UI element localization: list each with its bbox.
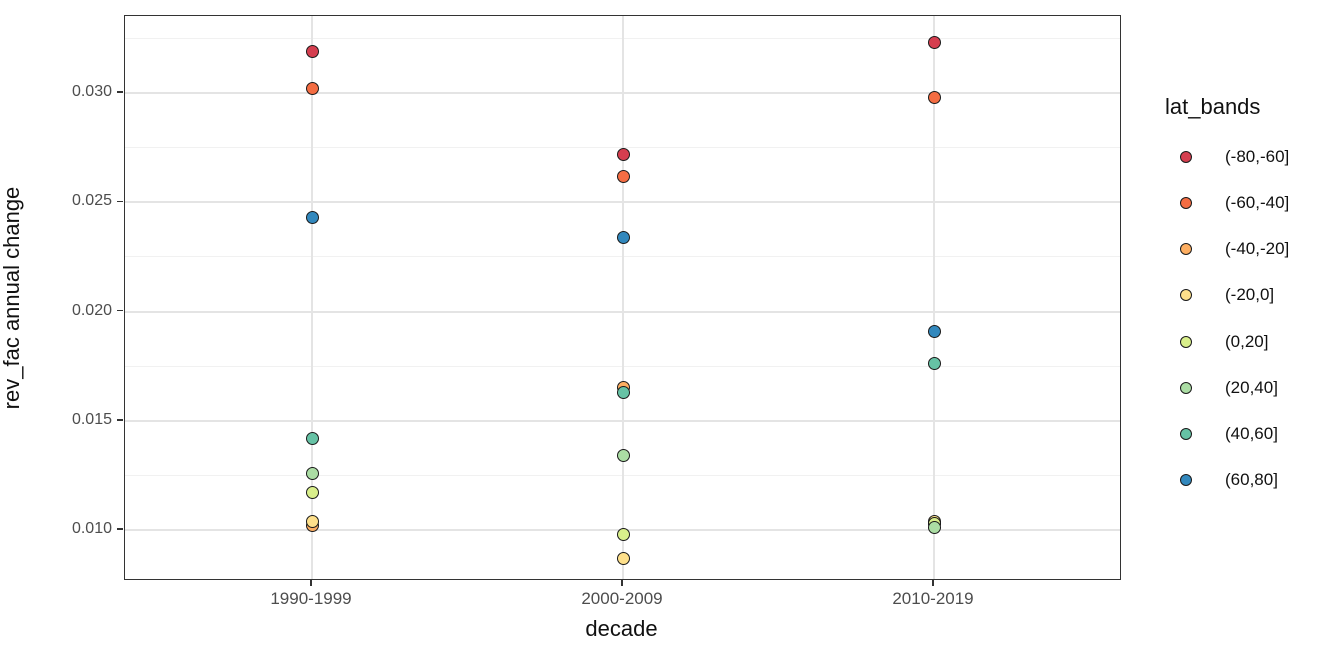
x-tick-mark	[621, 579, 623, 586]
legend-key-icon	[1180, 289, 1192, 302]
data-point	[305, 44, 319, 58]
data-point	[305, 486, 319, 500]
y-tick-mark	[117, 91, 123, 93]
x-tick-label: 2000-2009	[581, 589, 663, 608]
legend-item: (60,80]	[1165, 457, 1343, 503]
y-axis-title: rev_fac annual change	[0, 186, 24, 410]
data-point	[305, 431, 319, 445]
y-tick-mark	[117, 200, 123, 202]
data-point	[305, 466, 319, 480]
data-point	[305, 82, 319, 96]
legend-key-icon	[1180, 474, 1192, 487]
legend-title: lat_bands	[1165, 94, 1261, 119]
y-tick-label: 0.025	[71, 192, 112, 210]
y-tick-mark	[117, 528, 123, 530]
data-point	[616, 230, 630, 244]
x-tick-mark	[310, 579, 312, 586]
legend-label: (40,60]	[1225, 423, 1278, 443]
legend-item: (-20,0]	[1165, 272, 1343, 318]
data-point	[305, 514, 319, 528]
x-tick-label: 1990-1999	[270, 589, 352, 608]
y-tick-label: 0.020	[71, 301, 112, 319]
legend-label: (-40,-20]	[1225, 239, 1290, 259]
legend-key-icon	[1180, 151, 1192, 164]
data-point	[927, 357, 941, 371]
legend-key-icon	[1180, 197, 1192, 210]
data-point	[616, 169, 630, 183]
data-point	[616, 385, 630, 399]
legend-item: (0,20]	[1165, 319, 1343, 365]
data-point	[616, 449, 630, 463]
gridline-vertical	[311, 16, 313, 579]
data-point	[305, 211, 319, 225]
legend-item: (-80,-60]	[1165, 134, 1343, 180]
legend-item: (-60,-40]	[1165, 180, 1343, 226]
legend-label: (-80,-60]	[1225, 147, 1290, 167]
legend-item: (40,60]	[1165, 411, 1343, 457]
data-point	[927, 36, 941, 50]
x-tick-label: 2010-2019	[892, 589, 974, 608]
data-point	[927, 90, 941, 104]
legend-item: (20,40]	[1165, 365, 1343, 411]
data-point	[616, 551, 630, 565]
data-point	[616, 527, 630, 541]
y-tick-label: 0.010	[71, 520, 112, 537]
x-axis-title: decade	[585, 616, 658, 641]
plot-panel	[124, 15, 1121, 580]
data-point	[927, 521, 941, 535]
legend-label: (20,40]	[1225, 377, 1278, 397]
legend-key-icon	[1180, 427, 1192, 440]
gridline-vertical	[933, 16, 935, 579]
data-point	[616, 147, 630, 161]
legend-key-icon	[1180, 335, 1192, 348]
legend-label: (0,20]	[1225, 331, 1269, 351]
legend-label: (-20,0]	[1225, 285, 1275, 305]
legend-key-icon	[1180, 381, 1192, 394]
y-tick-mark	[117, 309, 123, 312]
data-point	[927, 324, 941, 338]
legend-label: (-60,-40]	[1225, 193, 1290, 213]
y-tick-label: 0.030	[71, 83, 112, 100]
legend: lat_bands (-80,-60] (-60,-40] (-40,-20] (-2…	[1165, 94, 1343, 489]
legend-item: (-40,-20]	[1165, 226, 1343, 272]
y-tick-mark	[117, 419, 123, 421]
x-tick-mark	[932, 579, 934, 586]
y-tick-label: 0.015	[71, 410, 112, 428]
legend-label: (60,80]	[1225, 470, 1278, 490]
legend-key-icon	[1180, 243, 1192, 256]
gridline-vertical	[622, 16, 624, 579]
